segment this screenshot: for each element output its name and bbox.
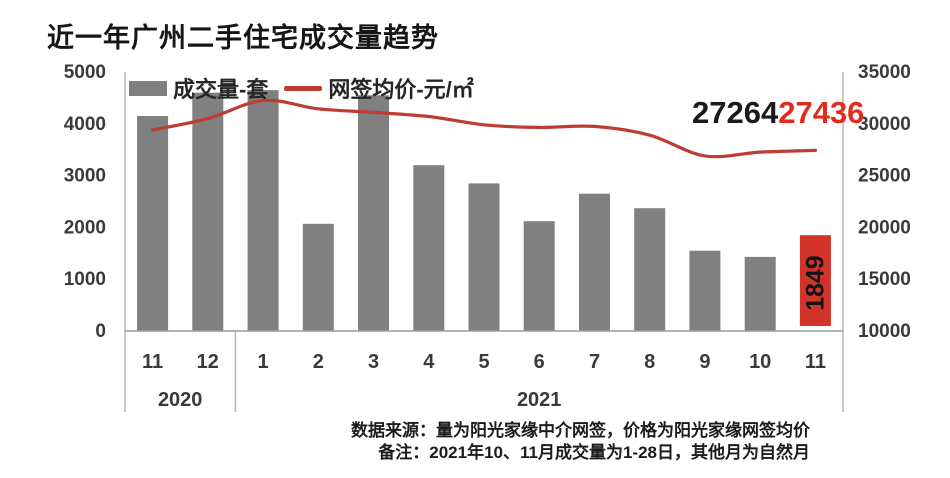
month-label: 10 [749,351,771,373]
bar [634,208,666,331]
right-axis-tick-label: 15000 [858,269,911,290]
month-label: 3 [368,351,379,373]
month-label: 9 [699,351,710,373]
month-label: 2 [313,351,324,373]
right-axis-tick-label: 25000 [858,166,911,187]
legend-bar-swatch-icon [129,80,167,96]
bar [413,165,445,331]
year-label: 2020 [158,389,203,411]
left-axis-tick-label: 2000 [64,217,106,238]
month-label: 12 [197,351,219,373]
month-label: 6 [534,351,545,373]
highlight-bar-value-label: 1849 [801,255,829,311]
bar-2021-11-highlight [799,235,831,326]
month-label: 11 [142,351,163,373]
left-axis-tick-label: 3000 [64,166,106,187]
chart-legend: 成交量-套 网签均价-元/㎡ [129,72,474,104]
bar [247,90,279,331]
month-label: 5 [478,351,489,373]
price-annotation: 2726427436 [692,95,864,131]
bar [689,250,721,331]
right-axis-tick-label: 30000 [858,114,911,135]
data-source-note: 数据来源：量为阳光家缘中介网签，价格为阳光家缘网签均价 [351,421,810,440]
bar [579,193,610,331]
month-label: 1 [258,351,269,373]
price-line [151,98,817,159]
month-label: 7 [589,351,600,373]
left-axis-tick-label: 4000 [64,114,106,135]
left-axis-tick-label: 5000 [64,62,106,83]
bar [468,183,500,331]
bar [137,116,169,331]
month-label: 4 [423,351,435,373]
right-axis-tick-label: 20000 [858,217,911,238]
nov-price-label: 27436 [778,95,865,130]
footer-notes: 数据来源：量为阳光家缘中介网签，价格为阳光家缘网签均价 备注：2021年10、1… [270,420,810,464]
remark-note: 备注：2021年10、11月成交量为1-28日，其他月为自然月 [378,443,810,462]
bar [523,221,555,331]
right-axis-tick-label: 10000 [858,321,911,342]
left-axis-tick-label: 1000 [64,269,106,290]
left-axis-tick-label: 0 [95,321,106,342]
bar [302,223,334,331]
bar [358,95,389,331]
bar [192,92,224,331]
year-label: 2021 [517,389,562,411]
right-axis-tick-label: 35000 [858,62,911,83]
month-label: 11 [805,351,826,373]
oct-price-label: 27264 [692,95,779,130]
legend-line-label: 网签均价-元/㎡ [328,77,474,102]
bar [744,256,776,331]
month-label: 8 [644,351,655,373]
legend-bar-label: 成交量-套 [173,77,269,102]
legend-line-swatch-icon [284,85,323,91]
chart-title: 近一年广州二手住宅成交量趋势 [47,23,439,53]
